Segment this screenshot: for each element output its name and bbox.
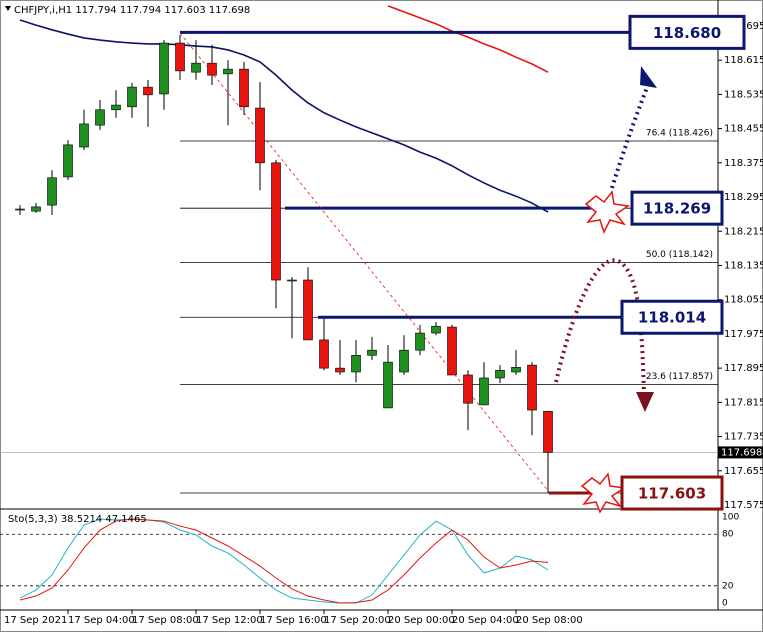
y-tick-label: 117.655 [724,466,763,477]
candle-body [495,369,505,379]
candle-body [367,349,377,356]
moving-average [19,19,549,213]
y-tick-label: 117.735 [724,432,763,443]
y-tick-label: 118.375 [724,158,763,169]
x-tick-label: 17 Sep 20:00 [324,615,391,626]
candle-body [303,279,313,341]
candle-body [335,367,345,373]
x-tick-label: 20 Sep 04:00 [452,615,519,626]
stochastic-line [19,518,549,604]
stochastic-window [0,518,718,604]
candle-body [95,109,105,126]
moving-average [387,5,549,73]
level-label: 118.014 [638,309,706,327]
arrow-curve [554,258,646,396]
candle-body [511,366,521,373]
y-tick-label: 118.055 [724,295,763,306]
candle-body [543,411,553,453]
level-box [620,299,724,335]
fib-trend-line [179,32,550,493]
sub-tick-label: 100 [722,513,739,523]
candle-body [463,374,473,404]
menu-arrow [5,6,11,11]
arrow-head [636,392,654,412]
candle-body [479,377,489,406]
candle-body [15,208,25,211]
indicator-label: Sto(5,3,3) 38.5214 47.1465 [8,514,147,525]
y-tick-label: 118.215 [724,226,763,237]
candle-body [415,332,425,351]
level-box [620,475,724,511]
y-tick-label: 118.135 [724,260,763,271]
y-tick-label: 117.975 [724,329,763,340]
candle-body [175,42,185,72]
arrow-up [610,79,652,189]
fib-label: 23.6 (117.857) [646,372,713,382]
sub-tick-label: 0 [722,599,728,609]
x-tick-label: 17 Sep 04:00 [68,615,135,626]
candle-body [271,162,281,281]
sub-tick-label: 20 [722,581,734,591]
candle-body [255,107,265,164]
starburst [580,472,627,514]
last-price-tag [718,446,763,459]
candle-body [319,339,329,369]
fib-label: 50.0 (118.142) [646,250,713,260]
candle-body [223,68,233,75]
candle-body [31,206,41,212]
x-start-label: 17 Sep 2021 [4,615,67,626]
main-window: 76.4 (118.426) 50.0 (118.142) 23.6 (117.85… [0,5,718,495]
y-tick-label: 118.295 [724,192,763,203]
x-tick-label: 17 Sep 08:00 [132,615,199,626]
candle-body [143,86,153,96]
x-tick-label: 20 Sep 08:00 [516,615,583,626]
level-label: 117.603 [638,485,706,503]
chart-title: CHFJPY,i,H1 117.794 117.794 117.603 117.… [14,5,250,16]
y-tick-label: 118.615 [724,55,763,66]
candle-body [399,349,409,373]
x-tick-label: 17 Sep 16:00 [260,615,327,626]
level-box [630,190,724,226]
sub-tick-label: 80 [722,530,734,540]
candle-body [47,177,57,206]
last-price-label: 117.698 [721,447,762,458]
candle-body [63,144,73,178]
y-tick-label: 118.455 [724,124,763,135]
candle-body [127,86,137,108]
starburst [584,190,631,234]
candle-body [287,279,297,282]
candle-body [159,42,169,95]
candle-body [351,355,361,373]
y-tick-label: 117.895 [724,363,763,374]
candle-body [447,326,457,376]
y-tick-label: 117.815 [724,397,763,408]
candle-body [239,68,249,108]
level-box [628,14,746,50]
y-tick-label: 117.575 [724,500,763,511]
candle-body [111,104,121,111]
level-label: 118.680 [653,24,721,42]
arrow-head [640,66,657,88]
x-tick-label: 17 Sep 12:00 [196,615,263,626]
y-tick-label: 118.535 [724,89,763,100]
level-label: 118.269 [643,200,711,218]
stochastic-line [19,518,549,604]
candle-body [431,325,441,334]
candle-body [191,62,201,73]
candle-body [207,62,217,76]
candle-body [79,123,89,148]
candle-body [383,361,393,409]
candle-body [527,364,537,411]
fib-label: 76.4 (118.426) [646,129,713,139]
x-tick-label: 20 Sep 00:00 [388,615,455,626]
